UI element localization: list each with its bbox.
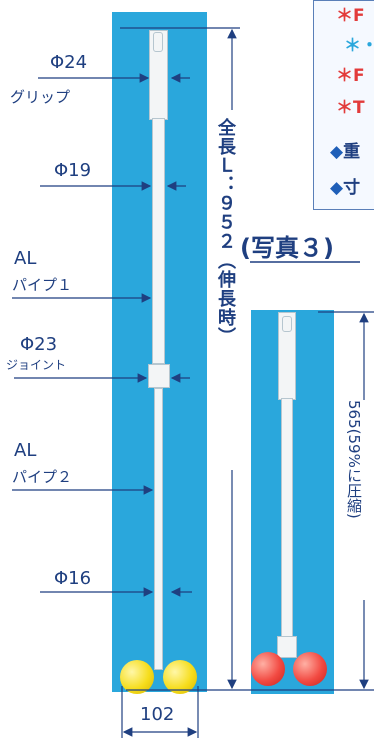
yellow-ball-right xyxy=(163,660,197,694)
pipe-1 xyxy=(152,118,165,364)
pipe-2 xyxy=(154,388,163,670)
notes-box: ＊F ＊・ ＊F ＊T ◆重 ◆寸 xyxy=(313,0,374,210)
note-4: ＊T xyxy=(336,98,365,118)
red-ball-left xyxy=(251,652,285,686)
compressed-photo-panel xyxy=(251,310,334,694)
phi23-label: Φ23 xyxy=(20,334,58,355)
note-1: ＊F xyxy=(336,6,365,26)
joint-label: ジョイント xyxy=(6,358,67,372)
note-3: ＊F xyxy=(336,66,365,86)
compressed-length-label: 565(59%に圧縮) xyxy=(345,400,363,519)
phi24-label: Φ24 xyxy=(50,52,88,73)
pipe1-label: パイプ１ xyxy=(12,276,73,294)
al2-label: AL xyxy=(14,440,37,461)
phi19-label: Φ19 xyxy=(54,160,92,181)
width-label: 102 xyxy=(140,704,175,725)
compressed-grip-hook xyxy=(282,316,292,332)
yellow-ball-left xyxy=(120,660,154,694)
grip-label: グリップ xyxy=(10,88,71,106)
compressed-joint xyxy=(277,636,297,658)
note-6: ◆寸 xyxy=(330,178,361,198)
grip-hook xyxy=(153,32,163,52)
extended-photo-panel xyxy=(112,12,207,694)
total-length-label: 全長Ｌ：９５２（伸長時） xyxy=(215,118,236,346)
pipe2-label: パイプ２ xyxy=(12,468,73,486)
joint xyxy=(148,364,170,388)
note-5: ◆重 xyxy=(330,142,361,162)
phi16-label: Φ16 xyxy=(54,568,92,589)
red-ball-right xyxy=(293,652,327,686)
al1-label: AL xyxy=(14,248,37,269)
photo-caption: (写真３) xyxy=(240,234,334,262)
note-2: ＊・ xyxy=(344,36,374,56)
